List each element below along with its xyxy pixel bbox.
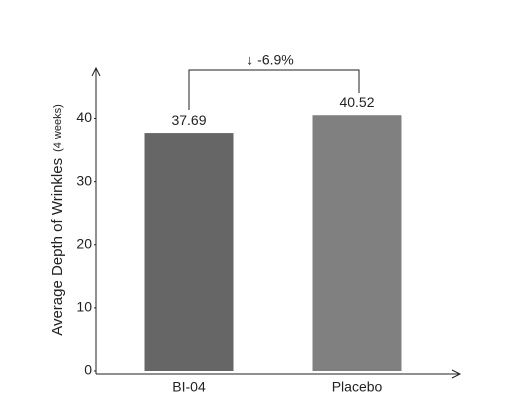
bar [312,115,402,371]
x-axis [96,369,462,379]
y-tick-label: 10 [76,299,92,315]
y-axis-label: Average Depth of Wrinkles (4 weeks) [49,104,66,336]
y-tick-label: 30 [76,172,92,188]
y-axis [91,66,101,374]
y-tick-label: 40 [76,109,92,125]
value-label: 40.52 [339,94,374,110]
bar [144,133,234,371]
x-tick-label: Placebo [332,379,383,395]
y-label-main: Average Depth of Wrinkles [49,158,66,336]
comparison-bracket [188,69,360,110]
x-tick-label: BI-04 [172,379,206,395]
annotation: ↓ -6.9% [246,52,293,68]
y-tick-label: 20 [76,235,92,251]
value-label: 37.69 [171,112,206,128]
y-label-note: (4 weeks) [52,104,64,152]
y-tick-label: 0 [84,362,92,378]
